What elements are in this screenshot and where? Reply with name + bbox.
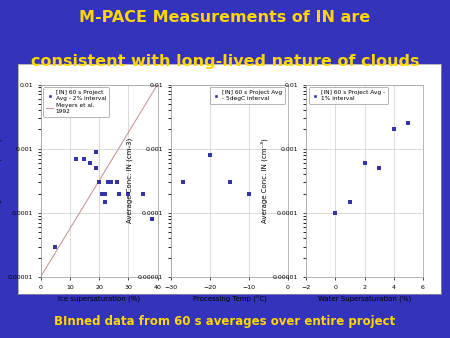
- Point: [332, 210, 339, 216]
- Legend: [IN] 60 s Project Avg -
1% interval: [IN] 60 s Project Avg - 1% interval: [309, 88, 388, 104]
- Point: [107, 179, 114, 185]
- Point: [226, 179, 233, 185]
- Point: [375, 165, 382, 171]
- Y-axis label: Average Conc. IN (cm⁻³): Average Conc. IN (cm⁻³): [0, 139, 2, 223]
- Text: consistent with long-lived nature of clouds: consistent with long-lived nature of clo…: [31, 54, 419, 69]
- Point: [95, 179, 103, 185]
- X-axis label: Ice supersaturation (%): Ice supersaturation (%): [58, 295, 140, 302]
- Point: [101, 199, 108, 204]
- Legend: [IN] 60 s Project Avg
- 5degC interval: [IN] 60 s Project Avg - 5degC interval: [210, 88, 285, 104]
- Point: [116, 191, 123, 196]
- Point: [148, 216, 155, 222]
- Point: [361, 160, 368, 166]
- X-axis label: Water Supersaturation (%): Water Supersaturation (%): [318, 295, 411, 302]
- Point: [72, 156, 79, 161]
- Point: [140, 191, 147, 196]
- X-axis label: Processing Temp (°C): Processing Temp (°C): [193, 295, 266, 303]
- Text: BInned data from 60 s averages over entire project: BInned data from 60 s averages over enti…: [54, 315, 396, 328]
- Y-axis label: Average Conc. IN (cm⁻³): Average Conc. IN (cm⁻³): [260, 139, 268, 223]
- Point: [113, 179, 120, 185]
- Point: [125, 191, 132, 196]
- Point: [390, 127, 397, 132]
- Point: [405, 120, 412, 126]
- Y-axis label: Average Conc. IN (cm-3): Average Conc. IN (cm-3): [126, 138, 133, 223]
- Point: [179, 179, 186, 185]
- Point: [104, 179, 112, 185]
- Point: [245, 191, 252, 196]
- Point: [93, 149, 100, 154]
- Text: M-PACE Measurements of IN are: M-PACE Measurements of IN are: [79, 10, 371, 25]
- Legend: [IN] 60 s Project
Avg - 2% interval, Meyers et al.
1992: [IN] 60 s Project Avg - 2% interval, Mey…: [43, 88, 109, 117]
- Point: [101, 191, 108, 196]
- Point: [51, 244, 59, 249]
- Point: [81, 156, 88, 161]
- Point: [86, 160, 94, 166]
- Point: [346, 199, 354, 204]
- Point: [99, 191, 106, 196]
- Point: [93, 165, 100, 171]
- Point: [207, 152, 214, 158]
